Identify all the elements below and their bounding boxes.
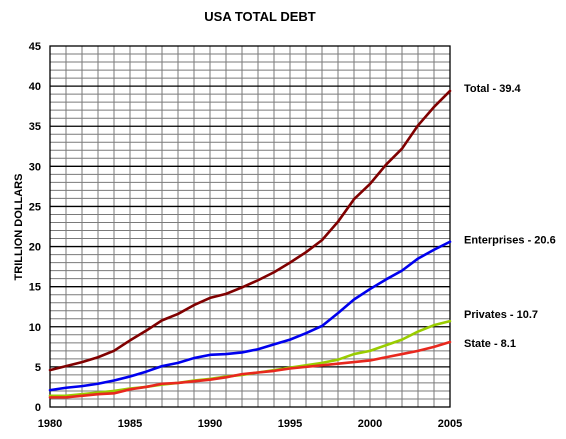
end-label-privates: Privates - 10.7 [464, 309, 538, 321]
x-tick-label: 1985 [118, 418, 142, 430]
y-tick-label: 35 [29, 121, 41, 133]
x-tick-label: 2000 [358, 418, 382, 430]
plot-frame [49, 45, 451, 408]
axes [49, 45, 451, 408]
y-tick-label: 20 [29, 242, 41, 254]
chart-title: USA TOTAL DEBT [204, 9, 316, 24]
end-label-state: State - 8.1 [464, 338, 516, 350]
y-tick-label: 30 [29, 161, 41, 173]
y-tick-label: 15 [29, 282, 41, 294]
y-tick-label: 45 [29, 41, 41, 53]
series-line-enterprises [48, 240, 452, 392]
y-axis-label: TRILLION DOLLARS [13, 174, 25, 281]
x-tick-label: 1980 [38, 418, 62, 430]
y-tick-label: 0 [35, 402, 41, 414]
end-label-enterprises: Enterprises - 20.6 [464, 235, 556, 247]
x-tick-label: 1990 [198, 418, 222, 430]
y-tick-label: 5 [35, 362, 41, 374]
series-end-labels: Total - 39.4 Enterprises - 20.6 Privates -… [464, 83, 556, 350]
end-label-total: Total - 39.4 [464, 83, 522, 95]
series-line-total [48, 89, 452, 372]
x-tick-label: 1995 [278, 418, 302, 430]
x-tick-label: 2005 [438, 418, 462, 430]
series-line-state [48, 340, 452, 399]
series-lines [48, 89, 452, 399]
y-tick-label: 25 [29, 201, 41, 213]
y-tick-label: 40 [29, 81, 41, 93]
tick-labels: 1980 1985 1990 1995 2000 2005 0 5 10 15 20 25 30 35 40… [29, 41, 462, 430]
grid [50, 46, 450, 407]
y-tick-label: 10 [29, 322, 41, 334]
